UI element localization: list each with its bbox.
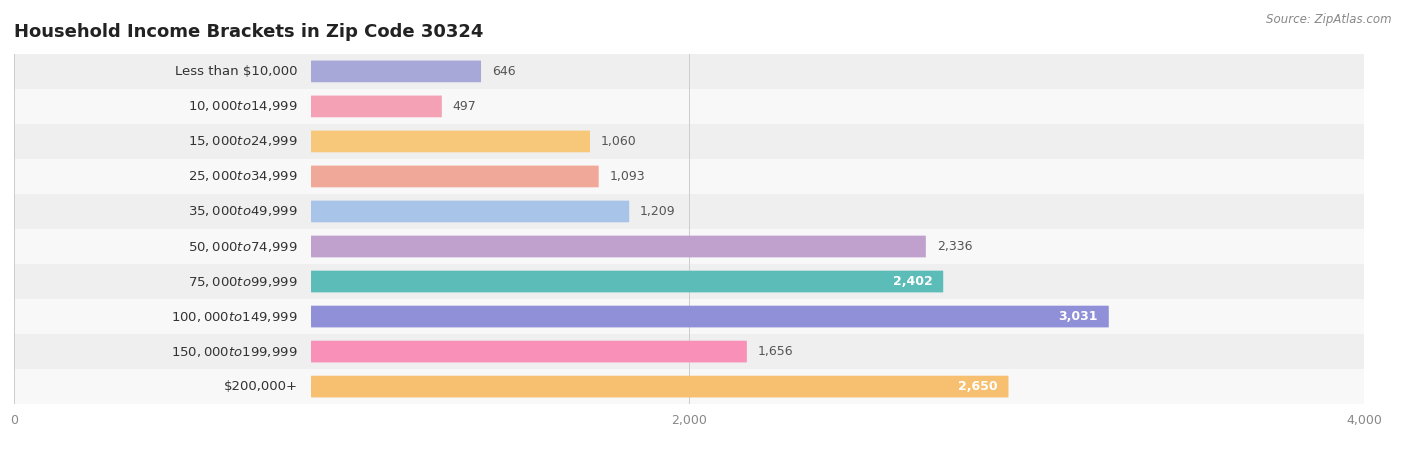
- Text: 2,402: 2,402: [893, 275, 932, 288]
- FancyBboxPatch shape: [311, 131, 591, 152]
- Text: Source: ZipAtlas.com: Source: ZipAtlas.com: [1267, 13, 1392, 26]
- Text: $150,000 to $199,999: $150,000 to $199,999: [172, 344, 298, 359]
- FancyBboxPatch shape: [311, 376, 1008, 397]
- FancyBboxPatch shape: [311, 341, 747, 362]
- Text: $15,000 to $24,999: $15,000 to $24,999: [188, 134, 298, 149]
- FancyBboxPatch shape: [311, 236, 925, 257]
- Text: 1,093: 1,093: [609, 170, 645, 183]
- Text: $200,000+: $200,000+: [224, 380, 298, 393]
- FancyBboxPatch shape: [311, 306, 1109, 327]
- Bar: [14, 194, 1364, 229]
- Text: $35,000 to $49,999: $35,000 to $49,999: [188, 204, 298, 219]
- Bar: [14, 299, 1364, 334]
- Text: $10,000 to $14,999: $10,000 to $14,999: [188, 99, 298, 114]
- Bar: [14, 334, 1364, 369]
- Text: Household Income Brackets in Zip Code 30324: Household Income Brackets in Zip Code 30…: [14, 23, 484, 41]
- Text: $25,000 to $34,999: $25,000 to $34,999: [188, 169, 298, 184]
- Bar: [14, 159, 1364, 194]
- FancyBboxPatch shape: [311, 201, 630, 222]
- Text: Less than $10,000: Less than $10,000: [174, 65, 298, 78]
- FancyBboxPatch shape: [311, 271, 943, 292]
- Bar: [14, 124, 1364, 159]
- Text: $50,000 to $74,999: $50,000 to $74,999: [188, 239, 298, 254]
- Bar: [14, 54, 1364, 89]
- Bar: [14, 264, 1364, 299]
- Bar: [14, 229, 1364, 264]
- FancyBboxPatch shape: [311, 61, 481, 82]
- Text: 646: 646: [492, 65, 516, 78]
- Text: 3,031: 3,031: [1059, 310, 1098, 323]
- Text: 1,209: 1,209: [640, 205, 676, 218]
- FancyBboxPatch shape: [311, 96, 441, 117]
- Text: $100,000 to $149,999: $100,000 to $149,999: [172, 309, 298, 324]
- Text: 2,650: 2,650: [957, 380, 998, 393]
- Bar: [14, 369, 1364, 404]
- Text: 1,656: 1,656: [758, 345, 793, 358]
- Text: 2,336: 2,336: [936, 240, 972, 253]
- Text: $75,000 to $99,999: $75,000 to $99,999: [188, 274, 298, 289]
- Text: 1,060: 1,060: [600, 135, 637, 148]
- Text: 497: 497: [453, 100, 477, 113]
- FancyBboxPatch shape: [311, 166, 599, 187]
- Bar: [14, 89, 1364, 124]
